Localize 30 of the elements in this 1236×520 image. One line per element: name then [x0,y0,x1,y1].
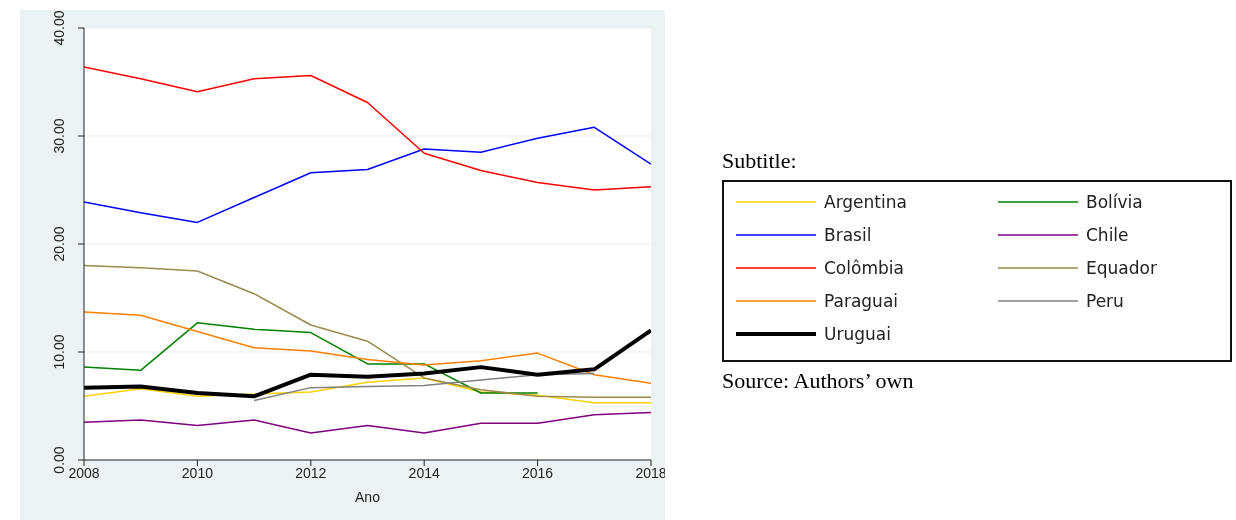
y-tick-label: 0.00 [51,446,67,474]
x-tick-label: 2012 [295,464,327,481]
source-note: Source: Authors’ own [722,368,915,394]
legend-label: Peru [1086,291,1124,311]
line-series [84,328,651,399]
line-series [84,264,651,399]
line-series [253,372,596,402]
y-tick-label: 40.00 [51,10,67,46]
legend-label: Chile [1086,225,1129,245]
legend-label: Paraguai [824,291,899,311]
line-series [84,126,651,224]
legend-label: Argentina [824,192,907,212]
y-tick-label: 30.00 [51,118,67,154]
x-tick-label: 2016 [522,464,554,481]
line-series [84,322,539,394]
line-series [84,311,651,385]
legend-label: Brasil [824,225,872,245]
y-tick-label: 10.00 [51,334,67,370]
legend-title: Subtitle: [722,148,798,174]
line-series [84,411,651,434]
line-series [84,66,651,191]
x-tick-label: 2014 [408,464,440,481]
legend-label: Colômbia [824,258,904,278]
legend-label: Uruguai [824,324,891,344]
x-tick-label: 2008 [68,464,100,481]
x-axis-title: Ano [355,489,381,505]
x-tick-label: 2010 [181,464,214,481]
y-tick-label: 20.00 [51,226,67,262]
legend-label: Bolívia [1086,192,1143,212]
legend-label: Equador [1086,258,1157,278]
